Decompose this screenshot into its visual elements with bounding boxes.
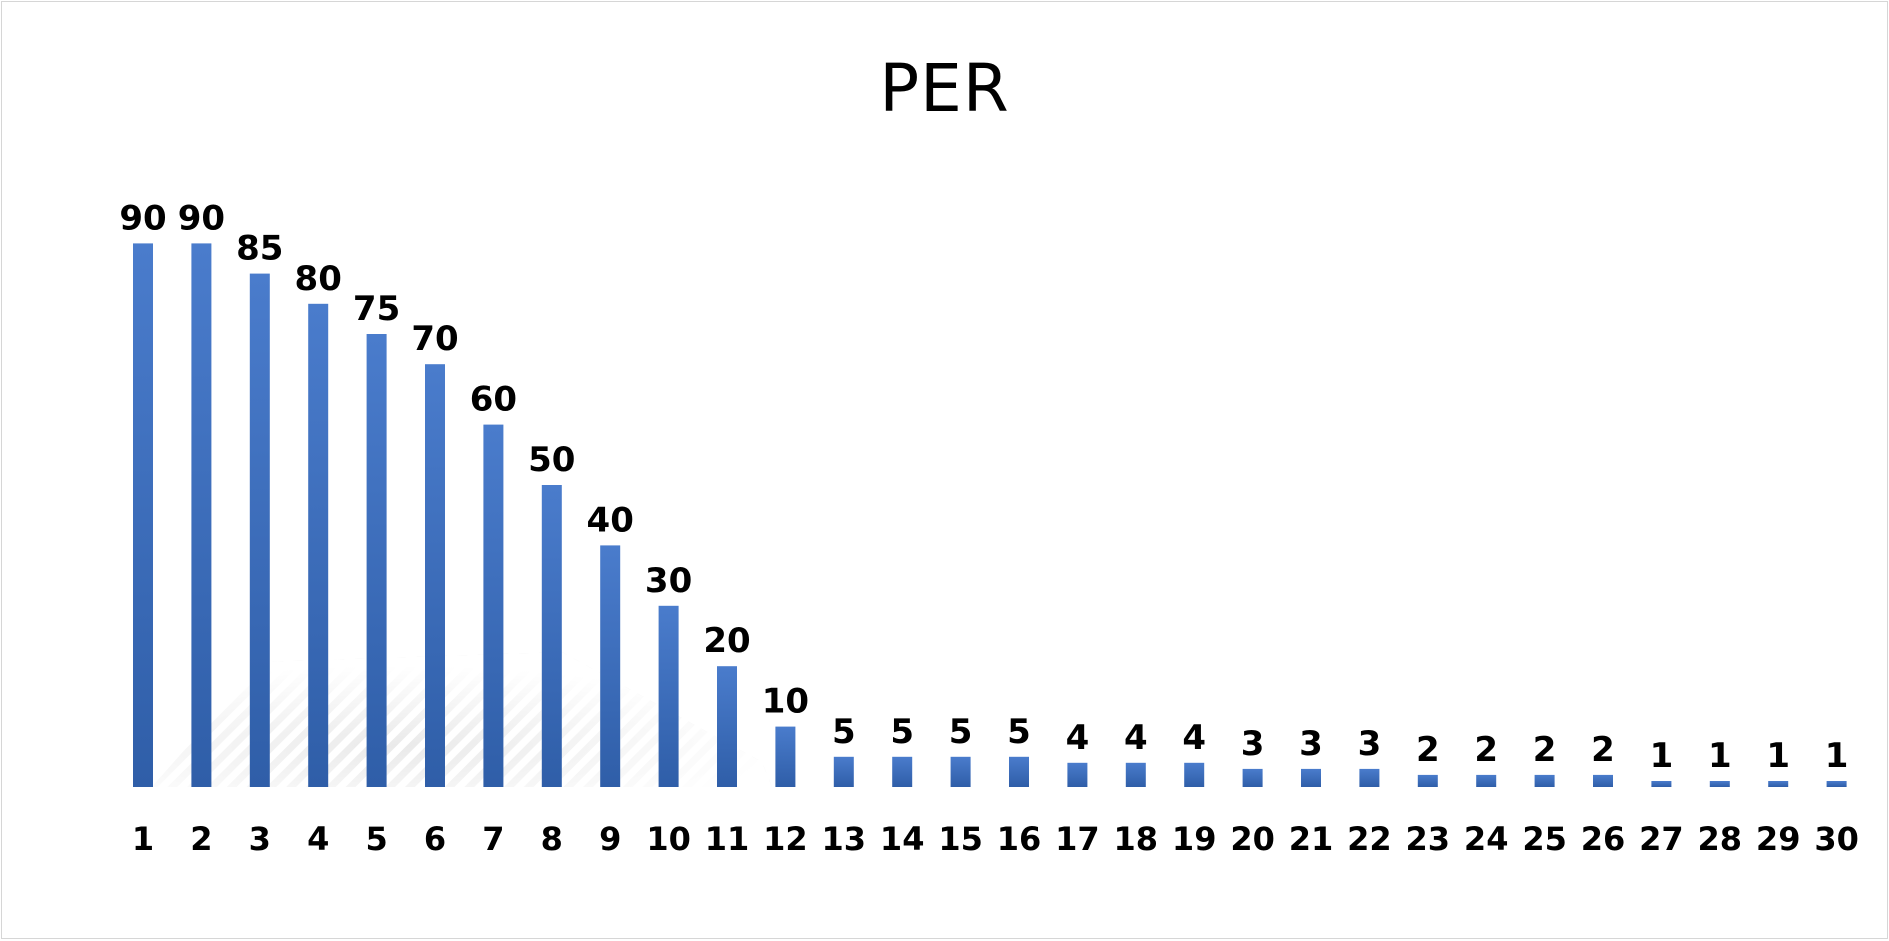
x-tick-label-9: 9 (599, 820, 621, 858)
data-label-20: 3 (1241, 724, 1265, 764)
data-label-18: 4 (1124, 718, 1148, 758)
data-label-30: 1 (1825, 736, 1849, 776)
data-label-2: 90 (178, 198, 225, 238)
bar-3 (249, 273, 270, 788)
chart-title: PER (879, 50, 1010, 127)
bar-shadow-fade (152, 652, 772, 787)
bar-11 (717, 666, 737, 787)
x-tick-label-18: 18 (1114, 820, 1159, 858)
bar-18 (1125, 762, 1146, 787)
bar-30 (1826, 781, 1847, 787)
data-label-26: 2 (1591, 730, 1615, 770)
x-tick-label-6: 6 (424, 820, 446, 858)
data-label-5: 75 (353, 289, 400, 329)
x-tick-label-22: 22 (1347, 820, 1392, 858)
bar-23 (1417, 774, 1438, 787)
bar-20 (1242, 768, 1263, 787)
x-tick-label-8: 8 (541, 820, 563, 858)
bar-2 (191, 243, 212, 787)
data-label-11: 20 (703, 621, 750, 661)
x-tick-label-17: 17 (1055, 820, 1100, 858)
data-label-1: 90 (119, 198, 166, 238)
bar-28 (1709, 781, 1730, 787)
bar-17 (1067, 762, 1088, 787)
data-label-29: 1 (1766, 736, 1790, 776)
x-tick-label-20: 20 (1230, 820, 1275, 858)
data-label-10: 30 (645, 561, 692, 601)
x-tick-label-29: 29 (1756, 820, 1801, 858)
bar-25 (1534, 774, 1555, 787)
x-tick-label-12: 12 (763, 820, 808, 858)
bar-19 (1184, 762, 1205, 787)
data-label-12: 10 (762, 682, 809, 722)
data-label-28: 1 (1708, 736, 1732, 776)
bar-10 (658, 605, 679, 787)
bar-26 (1593, 774, 1613, 787)
data-label-27: 1 (1650, 736, 1674, 776)
data-label-23: 2 (1416, 730, 1440, 770)
x-tick-label-28: 28 (1698, 820, 1743, 858)
x-tick-label-3: 3 (249, 820, 271, 858)
data-label-6: 70 (411, 319, 458, 359)
x-axis-tick-labels: 1 2 3 4 5 6 7 8 9 10 11 12 13 14 15 16 17 18 19 20 21 22 23 24 2… (132, 820, 1859, 858)
bars-group (133, 243, 1847, 788)
data-label-17: 4 (1066, 718, 1090, 758)
bar-16 (1009, 756, 1029, 787)
data-label-4: 80 (295, 259, 342, 299)
x-tick-label-19: 19 (1172, 820, 1217, 858)
data-label-9: 40 (587, 500, 634, 540)
bar-29 (1768, 781, 1789, 787)
bar-15 (950, 756, 971, 787)
x-tick-label-23: 23 (1406, 820, 1451, 858)
bar-7 (483, 424, 504, 787)
x-tick-label-4: 4 (307, 820, 329, 858)
bar-21 (1301, 768, 1321, 787)
x-tick-label-16: 16 (997, 820, 1042, 858)
data-label-25: 2 (1533, 730, 1557, 770)
x-tick-label-24: 24 (1464, 820, 1509, 858)
bar-13 (833, 756, 854, 787)
x-tick-label-11: 11 (705, 820, 750, 858)
data-label-15: 5 (949, 712, 973, 752)
data-label-19: 4 (1182, 718, 1206, 758)
bar-14 (892, 756, 913, 787)
bar-22 (1359, 768, 1380, 787)
x-tick-label-27: 27 (1639, 820, 1684, 858)
data-label-3: 85 (236, 229, 283, 269)
bar-6 (425, 364, 445, 787)
x-tick-label-13: 13 (822, 820, 867, 858)
bar-5 (366, 334, 387, 787)
bar-1 (133, 243, 153, 787)
x-tick-label-7: 7 (482, 820, 504, 858)
x-tick-label-1: 1 (132, 820, 154, 858)
x-tick-label-2: 2 (190, 820, 212, 858)
x-tick-label-25: 25 (1522, 820, 1567, 858)
data-label-16: 5 (1007, 712, 1031, 752)
data-label-21: 3 (1299, 724, 1323, 764)
data-label-13: 5 (832, 712, 856, 752)
data-label-8: 50 (528, 440, 575, 480)
data-label-7: 60 (470, 380, 517, 420)
data-label-22: 3 (1358, 724, 1382, 764)
bar-shadow-decoration (152, 652, 772, 787)
bar-4 (308, 303, 329, 787)
bar-8 (541, 485, 562, 787)
x-tick-label-5: 5 (365, 820, 387, 858)
bar-27 (1651, 781, 1672, 787)
x-tick-label-10: 10 (646, 820, 691, 858)
x-tick-label-21: 21 (1289, 820, 1334, 858)
bar-24 (1476, 774, 1497, 787)
x-tick-label-26: 26 (1581, 820, 1626, 858)
x-tick-label-15: 15 (938, 820, 983, 858)
x-tick-label-30: 30 (1814, 820, 1859, 858)
data-label-14: 5 (890, 712, 914, 752)
x-tick-label-14: 14 (880, 820, 925, 858)
bar-9 (600, 545, 621, 787)
bar-12 (775, 726, 796, 787)
data-label-24: 2 (1474, 730, 1498, 770)
